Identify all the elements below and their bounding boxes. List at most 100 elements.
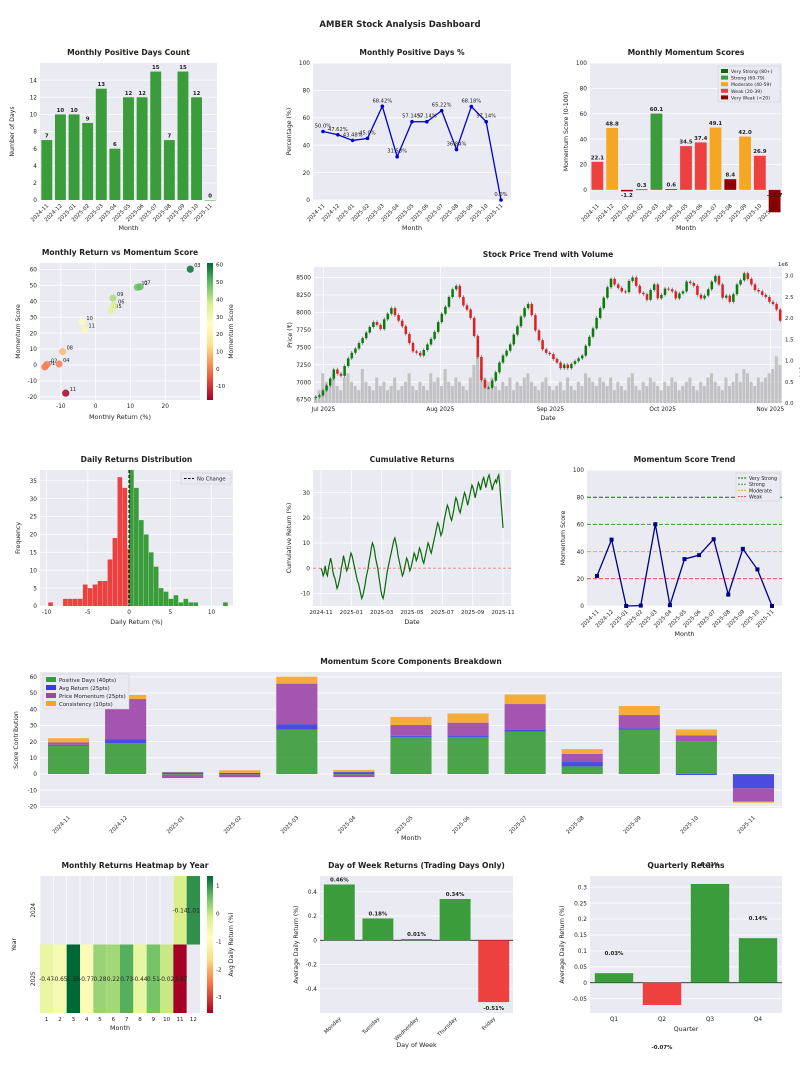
volume-bar — [404, 381, 408, 403]
y-tick-label: 30 — [30, 315, 38, 321]
bar — [323, 884, 355, 941]
y-tick-label: -20 — [28, 805, 38, 811]
cell-label: -0.47 — [39, 977, 54, 983]
candle-body — [422, 349, 426, 356]
candle-body — [609, 278, 613, 288]
data-point — [454, 147, 459, 152]
candle-body — [418, 352, 422, 356]
x-tick-label: 2025-06 — [451, 815, 472, 836]
volume-bar — [663, 381, 667, 403]
volume-bar — [684, 381, 688, 403]
y-tick-label: -0.2 — [306, 963, 318, 969]
histogram-bar — [48, 602, 53, 606]
y-axis-label: Average Daily Return (%) — [559, 905, 566, 983]
volume-bar — [767, 373, 771, 403]
candle-body — [645, 294, 649, 300]
y-tick-label: 8250 — [296, 293, 311, 299]
data-label: 0.6 — [666, 183, 676, 189]
candle-body — [494, 372, 498, 381]
volume-bar — [688, 377, 692, 403]
volume-bar — [411, 386, 415, 403]
candle-body — [555, 359, 559, 363]
volume-bar — [778, 364, 782, 403]
scatter-point — [136, 283, 144, 291]
legend-entry: Price Momentum (25pts) — [59, 694, 126, 700]
heatmap-cell — [80, 944, 94, 1013]
cell-label: 0.22 — [107, 977, 120, 983]
legend-swatch — [46, 701, 56, 706]
volume-bar — [544, 377, 548, 403]
y-tick-label: 15 — [30, 551, 38, 557]
candle-body — [469, 309, 472, 318]
volume-bar — [699, 381, 703, 403]
volume-bar — [332, 377, 336, 403]
stacked-bar-segment — [390, 735, 432, 737]
heatmap-cell — [133, 944, 147, 1013]
candle-body — [458, 285, 462, 297]
candle-body — [616, 284, 620, 288]
scatter-point — [62, 389, 70, 397]
x-tick-label: 9 — [152, 1017, 156, 1023]
stacked-bar-segment — [447, 722, 489, 736]
bar — [724, 179, 737, 190]
cell-label: -0.65 — [53, 977, 68, 983]
y-tick-label: 80 — [580, 87, 588, 93]
x-tick-label: Nov 2025 — [756, 407, 784, 413]
volume-bar — [382, 381, 386, 403]
volume-bar — [670, 377, 674, 403]
data-point — [365, 136, 370, 141]
histogram-bar — [129, 470, 134, 606]
volume-bar — [666, 386, 670, 403]
candle-body — [742, 273, 746, 281]
y-tick-label: 0 — [33, 604, 37, 610]
y-tick-label: 14 — [30, 78, 38, 84]
stacked-bar-segment — [732, 788, 775, 802]
y-tick-label: 60 — [30, 675, 38, 681]
point-label: 03 — [194, 263, 200, 269]
y-axis-label: Momentum Score (0-100) — [563, 92, 570, 171]
x-tick-label: 1 — [45, 1017, 49, 1023]
x-axis-label: Quarter — [674, 1025, 699, 1033]
candle-body — [627, 280, 631, 293]
legend-swatch — [46, 693, 56, 698]
candle-body — [393, 308, 397, 316]
stacked-bar-segment — [105, 743, 147, 774]
candle-body — [465, 305, 469, 310]
y-tick-label: 0 — [306, 566, 310, 572]
candle-body — [692, 283, 696, 286]
volume-bar — [656, 386, 660, 403]
heatmap-cell — [173, 876, 187, 945]
candle-body — [472, 317, 476, 337]
colorbar-tick-label: 40 — [216, 297, 224, 303]
candle-body — [375, 322, 379, 325]
point-label: 11 — [70, 387, 76, 393]
volume-bar — [476, 356, 480, 403]
volume-bar — [339, 390, 343, 403]
y-tick-label: 0.15 — [574, 933, 587, 939]
data-label: 10 — [70, 108, 78, 114]
stacked-bar-segment — [732, 774, 775, 789]
stacked-bar-segment — [105, 739, 147, 744]
y-tick-label: 20 — [30, 533, 38, 539]
stacked-bar-segment — [162, 774, 204, 779]
bar — [694, 142, 707, 190]
colorbar-tick-label: 30 — [216, 315, 224, 321]
candle-body — [760, 291, 764, 295]
cell-label: -3.57 — [173, 977, 188, 983]
chart-title: Monthly Momentum Scores — [628, 48, 745, 57]
volume-bar — [641, 381, 645, 403]
data-label: 10 — [57, 108, 65, 114]
y-tick-label: 30 — [30, 724, 38, 730]
x-tick-label: 20 — [162, 404, 170, 410]
chart-momentum-score-trend: 0 20 40 60 80 100 Momentum Score Trend Month Mom… — [560, 455, 782, 638]
candle-body — [411, 343, 415, 352]
candle-body — [498, 362, 501, 373]
y-tick-label: 7500 — [296, 345, 311, 351]
histogram-bar — [188, 602, 194, 606]
y2-tick-label: 1.5 — [785, 337, 794, 343]
volume-bar — [501, 381, 505, 403]
y-axis-label: Momentum Score — [15, 304, 22, 359]
x-tick-label: 10 — [208, 610, 216, 616]
